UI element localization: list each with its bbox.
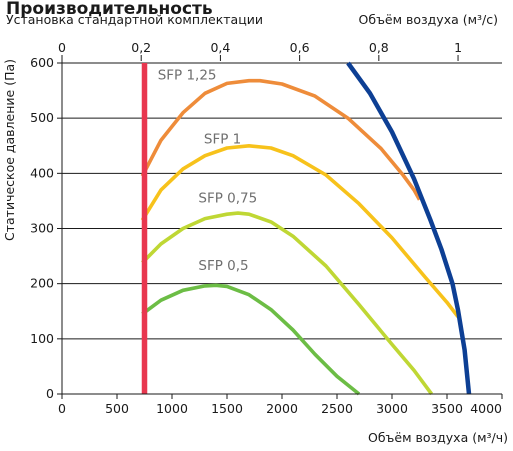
y-tick-label-1: 100 xyxy=(30,331,54,346)
text-layer: Производительность Установка стандартной… xyxy=(2,0,508,445)
curve-label-3: SFP 0,5 xyxy=(198,258,248,274)
top-tick-label-5: 1 xyxy=(454,40,462,55)
y-tick-label-6: 600 xyxy=(30,55,54,70)
chart-title: Производительность xyxy=(6,0,213,19)
top-tick-label-4: 0,8 xyxy=(369,40,389,55)
y-tick-label-5: 500 xyxy=(30,110,54,125)
top-axis-label: Объём воздуха (м³/с) xyxy=(359,12,498,27)
series-line-1 xyxy=(140,144,460,318)
x-tick-label-5: 2500 xyxy=(321,401,353,416)
top-tick-label-0: 0 xyxy=(58,40,66,55)
x-tick-label-6: 3000 xyxy=(376,401,408,416)
curve-label-0: SFP 1,25 xyxy=(158,68,217,84)
top-tick-label-2: 0,4 xyxy=(210,40,230,55)
y-tick-label-4: 400 xyxy=(30,165,54,180)
y-tick-label-3: 300 xyxy=(30,221,54,236)
x-tick-label-3: 1500 xyxy=(211,401,243,416)
chart-subtitle: Установка стандартной комплектации xyxy=(6,12,263,27)
y-tick-label-2: 200 xyxy=(30,276,54,291)
x-tick-label-8: 4000 xyxy=(470,401,502,416)
top-tick-label-1: 0,2 xyxy=(131,40,151,55)
x-tick-label-0: 0 xyxy=(58,401,66,416)
series-line-0 xyxy=(140,78,422,201)
x-tick-label-2: 1000 xyxy=(156,401,188,416)
y-axis-label: Статическое давление (Па) xyxy=(2,59,17,241)
series-line-3 xyxy=(141,283,361,396)
curve-label-1: SFP 1 xyxy=(204,132,241,148)
x-tick-label-7: 3500 xyxy=(431,401,463,416)
curve-label-2: SFP 0,75 xyxy=(198,191,257,207)
series-line-2 xyxy=(141,211,434,396)
x-axis-label: Объём воздуха (м³/ч) xyxy=(368,430,508,445)
top-tick-label-3: 0,6 xyxy=(290,40,310,55)
y-tick-label-0: 0 xyxy=(46,386,54,401)
series-layer xyxy=(140,61,472,396)
x-tick-label-4: 2000 xyxy=(266,401,298,416)
x-tick-label-1: 500 xyxy=(105,401,129,416)
series-line-4 xyxy=(346,61,472,395)
axes-layer: 0 500 1000 1500 2000 2500 3000 3500 400001002003… xyxy=(30,40,503,416)
grid-layer xyxy=(62,62,502,340)
